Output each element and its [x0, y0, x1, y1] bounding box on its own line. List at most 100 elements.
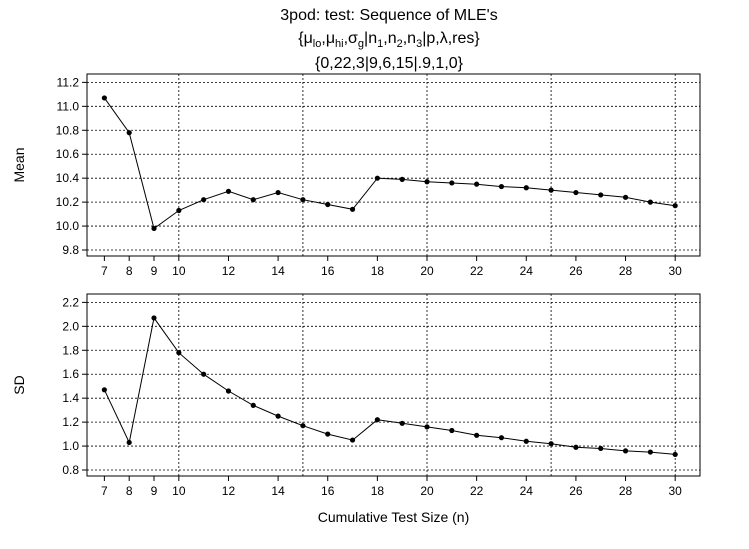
- mean-data-point: [672, 203, 678, 209]
- mean-panel: 7 8 9 10 12 14 16 18 20 22 24 26 28 30 9.8 10.0 10.2 10.4…: [11, 73, 701, 278]
- sd-data-point: [101, 387, 107, 393]
- sd-y-axis-label: SD: [11, 375, 27, 394]
- mean-x-tick-label: 28: [619, 264, 633, 278]
- sd-data-point: [275, 413, 281, 419]
- sd-data-point: [374, 417, 380, 423]
- sd-data-point: [176, 350, 182, 356]
- mean-plot-frame: [86, 73, 701, 257]
- mean-data-point: [349, 206, 356, 212]
- mean-data-point: [573, 189, 579, 196]
- mean-x-tick-label: 20: [420, 264, 434, 278]
- sd-data-point: [598, 445, 604, 452]
- mean-x-tick-label: 14: [271, 264, 285, 278]
- mean-series-line: [103, 97, 676, 230]
- sd-x-tick-label: 16: [321, 484, 335, 498]
- mean-data-point: [126, 130, 132, 136]
- mean-y-tick-label: 10.0: [56, 219, 80, 233]
- mean-data-point: [498, 183, 505, 190]
- mean-y-tick-label: 10.2: [56, 195, 80, 209]
- mean-x-tick-label: 22: [470, 264, 484, 278]
- sd-x-tick-label: 12: [222, 484, 236, 498]
- mean-data-point: [598, 192, 604, 198]
- sd-y-tick-label: 2.0: [62, 319, 79, 333]
- sd-data-point: [622, 448, 629, 454]
- mean-data-point: [151, 225, 157, 232]
- mean-data-point: [374, 175, 380, 181]
- sd-y-tick-label: 0.8: [62, 463, 79, 477]
- sd-data-point: [126, 439, 132, 446]
- sd-x-tick-label: 28: [619, 484, 633, 498]
- mean-y-tick-label: 9.8: [62, 243, 79, 257]
- mean-data-point: [399, 176, 405, 182]
- sd-data-point: [201, 371, 207, 377]
- sd-x-tick-label: 7: [101, 484, 108, 498]
- sd-y-tick-label: 2.2: [62, 295, 79, 309]
- sd-data-point: [449, 427, 455, 434]
- sd-x-tick-label: 26: [569, 484, 583, 498]
- mean-x-tick-label: 12: [222, 264, 236, 278]
- chart-title-line-2: {μlo,μhi,σg|n1,n2,n3|p,λ,res}: [298, 30, 480, 50]
- sd-data-point: [300, 423, 306, 429]
- mean-data-point: [101, 95, 107, 101]
- sd-x-tick-label: 10: [172, 484, 186, 498]
- sd-y-tick-label: 1.6: [62, 367, 79, 381]
- mean-x-tick-label: 9: [151, 264, 158, 278]
- mean-data-point: [449, 180, 455, 186]
- sd-y-tick-label: 1.8: [62, 343, 79, 357]
- mean-x-tick-label: 24: [520, 264, 534, 278]
- sd-x-tick-label: 20: [420, 484, 434, 498]
- sd-data-point: [325, 431, 331, 437]
- mean-data-point: [225, 188, 232, 194]
- sd-y-tick-label: 1.4: [62, 391, 79, 405]
- mean-data-point: [647, 199, 653, 205]
- sd-data-point: [424, 424, 430, 430]
- sd-data-point: [647, 449, 653, 455]
- mean-y-tick-label: 11.2: [57, 75, 80, 89]
- mean-data-point: [523, 185, 529, 191]
- mean-data-point: [622, 194, 629, 200]
- sd-x-tick-label: 24: [520, 484, 534, 498]
- mean-x-tick-label: 8: [126, 264, 133, 278]
- sd-data-point: [399, 420, 405, 426]
- mean-data-point: [325, 201, 331, 208]
- mean-data-point: [300, 197, 306, 203]
- chart-title-line-1: 3pod: test: Sequence of MLE's: [280, 7, 497, 24]
- mean-y-tick-label: 11.0: [57, 99, 80, 113]
- sd-panel: 7 8 9 10 12 14 16 18 20 22 24 26 28 30 0.8 1.0 1.2 1.4 1.6…: [11, 293, 701, 525]
- mean-x-tick-label: 18: [371, 264, 385, 278]
- sd-data-point: [523, 438, 529, 444]
- sd-data-point: [474, 432, 480, 438]
- sd-y-tick-label: 1.2: [62, 415, 79, 429]
- mean-data-point: [474, 181, 480, 187]
- mean-x-tick-label: 16: [321, 264, 335, 278]
- mean-data-point: [250, 197, 256, 203]
- sd-series-line: [103, 316, 676, 455]
- sd-x-axis-label: Cumulative Test Size (n): [318, 509, 469, 525]
- mean-y-tick-label: 10.4: [56, 171, 80, 185]
- sd-data-point: [250, 402, 256, 408]
- sd-data-point: [498, 435, 505, 441]
- sd-data-point: [548, 441, 554, 447]
- mean-data-point: [176, 207, 182, 214]
- sd-x-tick-label: 30: [669, 484, 683, 498]
- mean-x-tick-label: 7: [101, 264, 108, 278]
- sd-data-point: [151, 315, 157, 321]
- sd-x-tick-label: 22: [470, 484, 484, 498]
- sd-plot-frame: [86, 293, 701, 477]
- mean-data-point: [201, 197, 207, 203]
- mean-y-tick-label: 10.8: [56, 123, 80, 137]
- sd-x-tick-label: 9: [151, 484, 158, 498]
- sd-data-point: [349, 437, 356, 443]
- mean-data-point: [275, 189, 281, 196]
- sd-data-point: [225, 388, 232, 394]
- sd-x-tick-label: 18: [371, 484, 385, 498]
- sd-data-point: [573, 444, 579, 450]
- chart-title-line-3: {0,22,3|9,6,15|.9,1,0}: [315, 55, 464, 72]
- sd-x-tick-label: 14: [271, 484, 285, 498]
- sd-y-tick-label: 1.0: [62, 439, 79, 453]
- mean-x-tick-label: 10: [172, 264, 186, 278]
- mean-x-tick-label: 30: [669, 264, 683, 278]
- sd-x-tick-label: 8: [126, 484, 133, 498]
